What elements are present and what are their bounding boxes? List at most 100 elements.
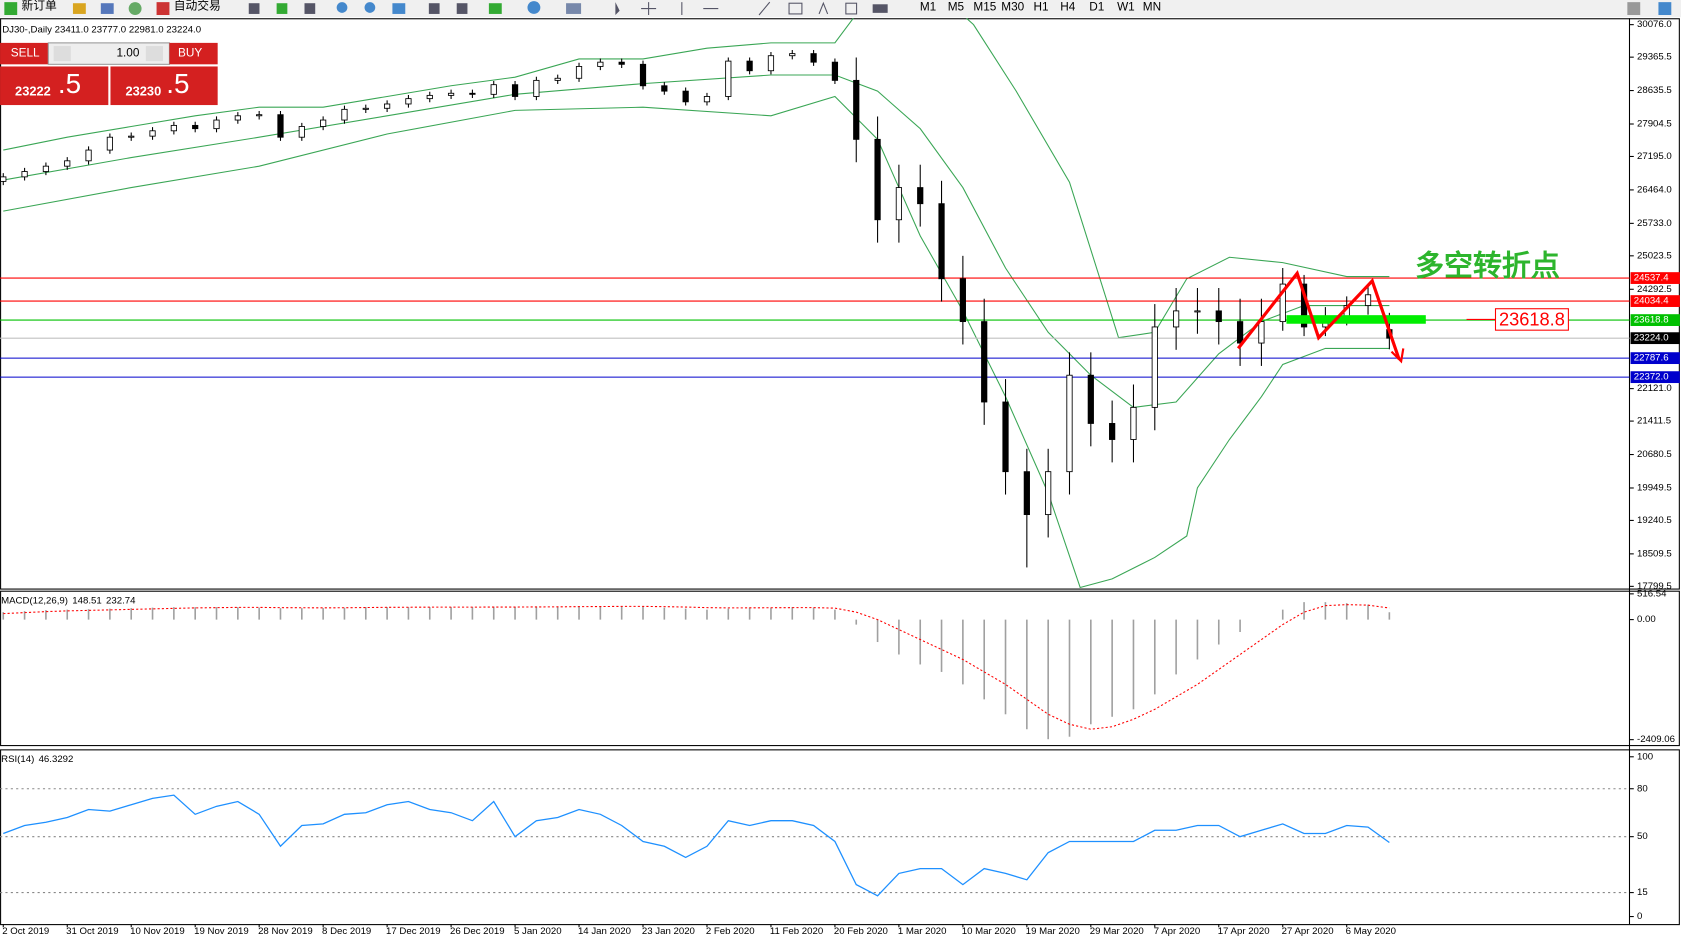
lot-value[interactable]: 1.00 [116, 47, 139, 60]
toolbar-bg [0, 0, 1681, 18]
candle-body [1023, 471, 1030, 516]
sell-label[interactable]: SELL [11, 47, 40, 60]
icon[interactable] [818, 1, 829, 15]
level-label: 22787.6 [1634, 353, 1669, 364]
x-tick-label: 2 Feb 2020 [706, 926, 755, 937]
timeframe[interactable]: M30 [1001, 1, 1024, 14]
candle-body [1173, 310, 1180, 328]
level-label-bg [1630, 352, 1680, 365]
frames [0, 18, 1680, 926]
icon[interactable] [681, 2, 719, 16]
timeframe[interactable]: H4 [1060, 1, 1076, 14]
bid-box[interactable] [0, 66, 109, 106]
y-tick-label: 25023.5 [1637, 250, 1672, 261]
settings-icon[interactable] [1627, 2, 1641, 16]
indicator-value: 232.74 [106, 595, 136, 606]
buy-label[interactable]: BUY [178, 47, 202, 60]
candle-body [298, 126, 305, 138]
timeframe[interactable]: M15 [973, 1, 996, 14]
x-tick-label: 14 Jan 2020 [578, 926, 631, 937]
lot-down[interactable] [53, 46, 71, 62]
y-tick-label: 25733.0 [1637, 218, 1672, 229]
icon[interactable] [392, 3, 406, 14]
indicator-title: MACD(12,26,9) 148.51 232.74 [1, 595, 136, 606]
icon[interactable] [566, 3, 582, 14]
candle-body [1236, 321, 1244, 344]
timeframe[interactable]: M5 [948, 1, 965, 14]
icon[interactable] [304, 3, 316, 14]
auto-trading[interactable]: 自动交易 [174, 0, 221, 13]
icon[interactable] [128, 2, 142, 16]
icon[interactable] [488, 3, 502, 14]
new-order[interactable]: 新订单 [21, 0, 57, 13]
y-tick-label: 18509.5 [1637, 548, 1672, 559]
icon[interactable] [872, 4, 888, 13]
zigzag-arrow [1236, 270, 1401, 360]
icon[interactable] [72, 3, 86, 14]
x-tick-label: 31 Oct 2019 [66, 926, 118, 937]
candle-body [341, 108, 348, 121]
candle-body [1194, 310, 1201, 313]
y-tick-label: 80 [1637, 783, 1648, 794]
macd-panel [2, 602, 1391, 740]
y-tick-label: -2409.06 [1637, 734, 1675, 745]
x-tick-label: 2 Oct 2019 [2, 926, 49, 937]
x-tick-label: 29 Mar 2020 [1090, 926, 1144, 937]
timeframe[interactable]: W1 [1117, 1, 1135, 14]
icon[interactable] [641, 2, 657, 16]
level-label: 24537.4 [1634, 273, 1669, 284]
candle-body [213, 119, 220, 130]
icon[interactable] [615, 2, 620, 16]
icon[interactable] [336, 2, 348, 13]
search-icon[interactable] [1658, 2, 1672, 16]
candle-body [64, 160, 71, 167]
icon[interactable] [364, 2, 376, 13]
indicator-title: RSI(14) 46.3292 [1, 754, 73, 765]
level-label-bg [1630, 314, 1680, 326]
rsi-frame [0, 749, 1680, 926]
auto-trading-icon[interactable] [156, 2, 170, 16]
level-label-bg [1630, 332, 1680, 345]
level-label: 23224.0 [1634, 333, 1669, 344]
icon[interactable] [758, 1, 771, 16]
timeframe[interactable]: MN [1143, 1, 1161, 14]
icon[interactable] [845, 2, 858, 15]
ask-price[interactable]: 23230 [125, 84, 161, 99]
candle-body [938, 203, 945, 280]
candle-body [575, 66, 583, 79]
lot-up[interactable] [145, 46, 163, 62]
y-tick-label: 17799.5 [1637, 581, 1672, 592]
icon[interactable] [788, 2, 803, 15]
icon[interactable] [527, 1, 541, 14]
candle-body [170, 124, 177, 132]
candle-body [1087, 374, 1094, 424]
x-tick-label: 7 Apr 2020 [1154, 926, 1201, 937]
ask-pip[interactable]: .5 [166, 68, 189, 99]
level-label: 24034.4 [1634, 296, 1669, 307]
icon[interactable] [456, 3, 468, 14]
buy-button[interactable] [169, 42, 218, 65]
x-tick-label: 27 Apr 2020 [1282, 926, 1334, 937]
sell-button[interactable] [0, 42, 49, 65]
x-tick-label: 19 Mar 2020 [1026, 926, 1080, 937]
candle-body [362, 107, 369, 110]
indicator-value: 46.3292 [39, 754, 74, 765]
pivot-zone [1286, 315, 1426, 324]
timeframe[interactable]: D1 [1089, 1, 1104, 14]
icon[interactable] [100, 3, 114, 14]
bid-price[interactable]: 23222 [15, 84, 51, 99]
ask-box[interactable] [110, 66, 218, 106]
new-order-icon[interactable] [4, 2, 18, 16]
icon[interactable] [276, 3, 288, 14]
timeframe[interactable]: H1 [1033, 1, 1048, 14]
candle-body [703, 96, 711, 103]
timeframe[interactable]: M1 [920, 1, 936, 14]
icon[interactable] [248, 3, 260, 14]
bid-pip[interactable]: .5 [58, 68, 81, 99]
candle-body [149, 130, 156, 137]
icon[interactable] [428, 3, 440, 14]
candle-body [874, 138, 881, 221]
candle-body [661, 85, 668, 92]
x-tick-label: 17 Dec 2019 [386, 926, 441, 937]
